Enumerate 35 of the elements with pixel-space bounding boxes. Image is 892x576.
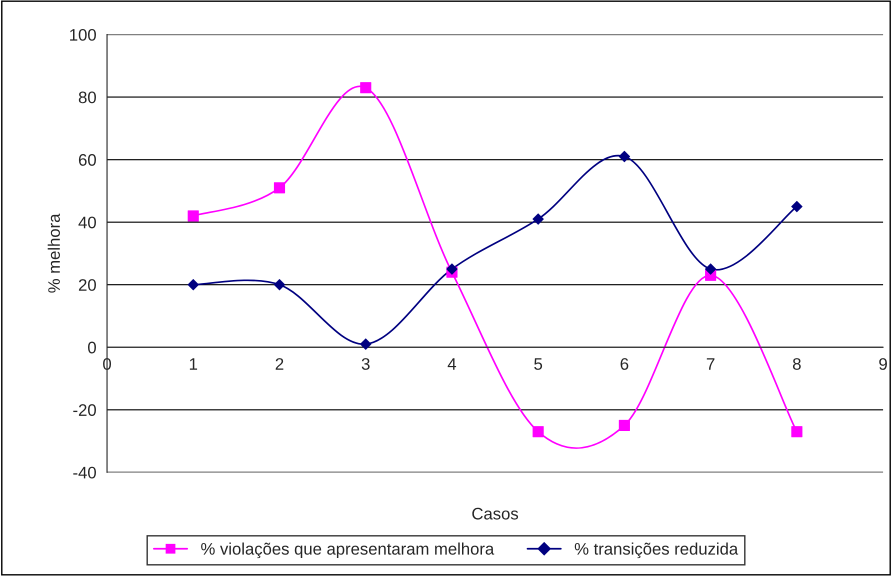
y-tick-label: 100 bbox=[70, 28, 96, 41]
point bbox=[360, 82, 372, 94]
point bbox=[274, 279, 286, 290]
x-tick-label: 9 bbox=[879, 358, 887, 370]
point bbox=[532, 213, 544, 225]
point bbox=[791, 426, 802, 438]
point bbox=[618, 420, 630, 431]
point bbox=[188, 279, 199, 290]
x-tick-label: 8 bbox=[792, 358, 801, 370]
legend-label: % violações que apresentaram melhora bbox=[201, 542, 494, 558]
x-tick-label: 4 bbox=[448, 358, 456, 370]
x-tick-label: 7 bbox=[706, 358, 714, 370]
x-tick-label: 5 bbox=[534, 358, 542, 370]
x-axis-title: Casos bbox=[472, 508, 518, 520]
point bbox=[791, 200, 803, 212]
point bbox=[360, 338, 372, 350]
y-tick-label: 40 bbox=[78, 216, 96, 228]
y-tick-label: 80 bbox=[78, 92, 96, 104]
y-tick-label: -40 bbox=[73, 466, 96, 479]
y-tick-label: 20 bbox=[78, 279, 96, 291]
point bbox=[188, 210, 199, 222]
point bbox=[704, 263, 716, 275]
legend-label: % transições reduzida bbox=[574, 542, 738, 558]
point bbox=[532, 426, 544, 438]
y-tick-label: 0 bbox=[88, 342, 96, 354]
point bbox=[618, 150, 630, 162]
y-tick-label: -20 bbox=[73, 404, 96, 416]
y-tick-label: 60 bbox=[78, 154, 96, 166]
x-tick-label: 3 bbox=[362, 358, 370, 370]
x-tick-label: 2 bbox=[276, 358, 284, 370]
y-axis-title: % melhora bbox=[48, 214, 60, 293]
point bbox=[274, 182, 286, 194]
x-tick-label: 6 bbox=[620, 358, 628, 370]
x-tick-label: 1 bbox=[190, 358, 198, 370]
point bbox=[446, 263, 458, 275]
